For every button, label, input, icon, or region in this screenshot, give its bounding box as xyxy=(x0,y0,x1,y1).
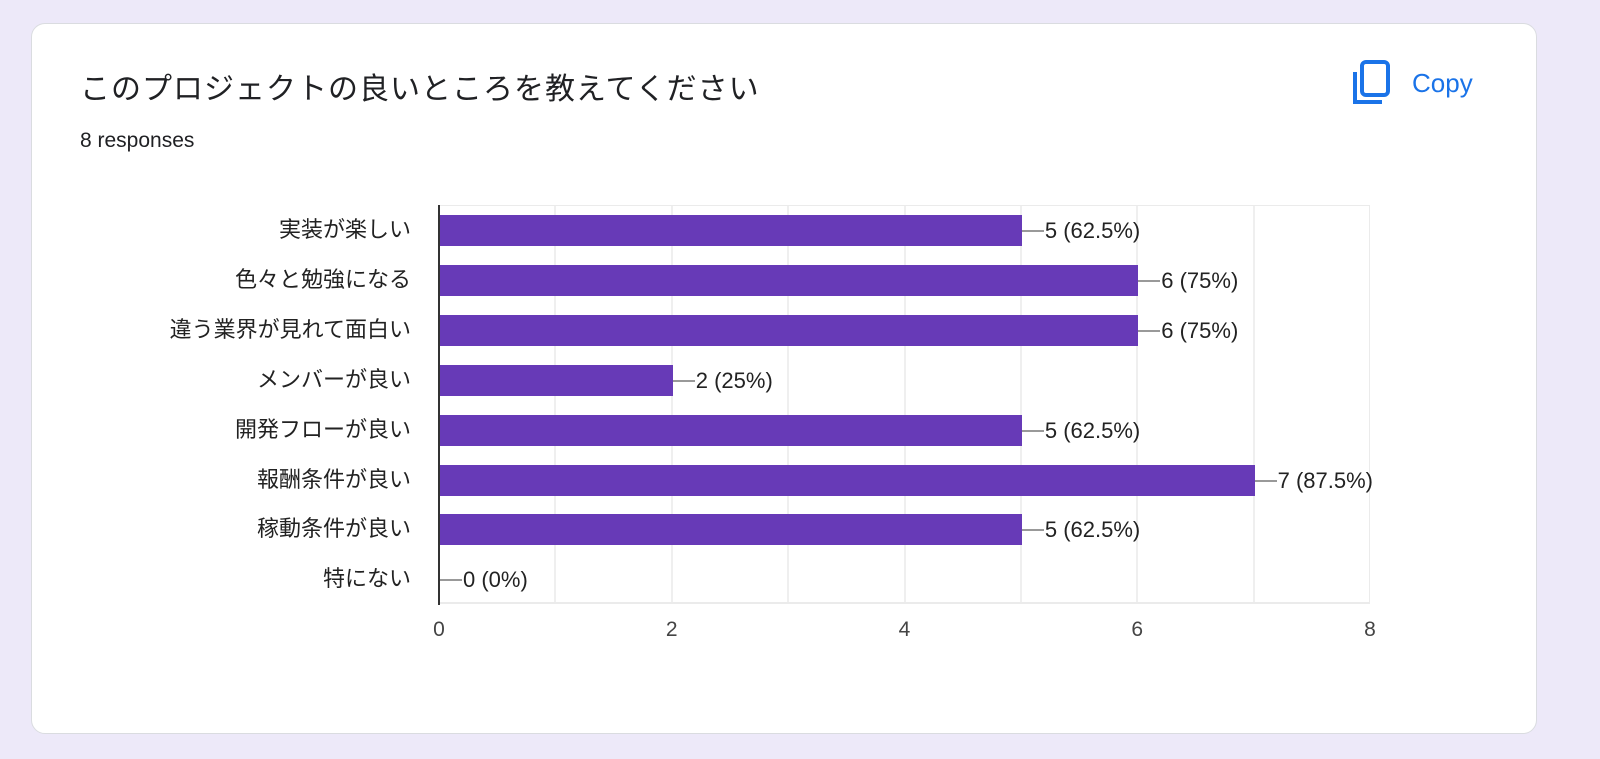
gridline xyxy=(554,206,557,602)
copy-label: Copy xyxy=(1412,67,1473,98)
copy-chart-button[interactable]: Copy xyxy=(1352,58,1473,108)
label-leader-line xyxy=(1021,230,1044,232)
data-label: 5 (62.5%) xyxy=(1044,418,1141,443)
label-leader-line xyxy=(672,380,695,382)
response-count: 8 responses xyxy=(80,129,195,152)
data-label: 5 (62.5%) xyxy=(1044,218,1141,243)
bar[interactable] xyxy=(440,514,1022,545)
label-leader-line xyxy=(440,579,462,581)
gridline xyxy=(1252,206,1255,602)
data-label: 5 (62.5%) xyxy=(1044,517,1141,542)
category-label: 稼動条件が良い xyxy=(256,517,411,542)
y-axis-line xyxy=(438,205,440,605)
category-label: 色々と勉強になる xyxy=(234,268,411,293)
label-leader-line xyxy=(1021,430,1044,432)
bar[interactable] xyxy=(440,265,1139,296)
category-label: 報酬条件が良い xyxy=(256,468,411,493)
category-label: メンバーが良い xyxy=(256,368,411,393)
bar-chart: 実装が楽しい 5 (62.5%) 色々と勉強になる 6 (75%) 違う業界が見れて面白… xyxy=(32,24,1536,733)
label-leader-line xyxy=(1021,529,1044,531)
label-leader-line xyxy=(1254,480,1277,482)
x-axis-tick-label: 8 xyxy=(1364,618,1376,641)
x-axis-tick-label: 2 xyxy=(665,618,678,641)
data-label: 7 (87.5%) xyxy=(1277,468,1374,493)
plot-area xyxy=(439,205,1370,604)
category-label: 実装が楽しい xyxy=(278,218,411,243)
category-label: 開発フローが良い xyxy=(234,418,411,443)
x-axis-tick-label: 0 xyxy=(433,618,445,641)
label-leader-line xyxy=(1138,330,1161,332)
category-label: 特にない xyxy=(322,567,411,592)
data-label: 2 (25%) xyxy=(695,368,773,393)
question-summary-card: このプロジェクトの良いところを教えてください 8 responses Copy … xyxy=(31,23,1537,734)
data-label: 6 (75%) xyxy=(1161,268,1239,293)
data-label: 6 (75%) xyxy=(1161,318,1239,343)
category-label: 違う業界が見れて面白い xyxy=(169,318,411,343)
gridline xyxy=(1136,206,1139,602)
label-leader-line xyxy=(1138,280,1161,282)
bar[interactable] xyxy=(440,415,1022,446)
bar[interactable] xyxy=(440,465,1255,496)
gridline xyxy=(903,206,906,602)
bar[interactable] xyxy=(440,215,1022,246)
question-title: このプロジェクトの良いところを教えてください xyxy=(80,72,760,107)
data-label: 0 (0%) xyxy=(463,567,528,592)
gridline xyxy=(1019,206,1022,602)
x-axis-tick-label: 4 xyxy=(898,618,911,641)
bar[interactable] xyxy=(440,315,1139,346)
copy-icon xyxy=(1353,60,1390,104)
x-axis-tick-label: 6 xyxy=(1131,618,1144,641)
bar[interactable] xyxy=(440,365,673,396)
gridline xyxy=(670,206,673,602)
gridline xyxy=(787,206,790,602)
